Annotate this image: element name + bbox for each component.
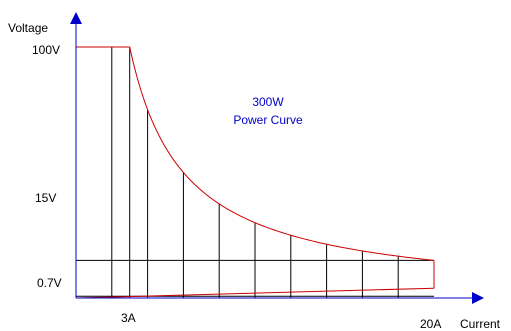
x-tick-label-3a: 3A <box>121 311 136 325</box>
grid-lines <box>76 47 434 298</box>
y-axis-title: Voltage <box>8 21 48 35</box>
y-tick-label-0-7v: 0.7V <box>37 276 62 290</box>
x-axis-arrow <box>472 292 484 304</box>
x-tick-label-20a: 20A <box>420 317 441 331</box>
annotation-300w: 300W <box>252 95 284 109</box>
y-axis-arrow <box>70 12 82 24</box>
x-axis-title: Current <box>460 317 501 331</box>
axes <box>70 12 484 304</box>
y-tick-label-15v: 15V <box>35 191 56 205</box>
power-hyperbola <box>129 46 435 261</box>
annotation-power-curve: Power Curve <box>233 113 303 127</box>
curve-layer <box>75 46 435 299</box>
diode-ramp-line <box>75 287 435 299</box>
y-tick-label-100v: 100V <box>32 43 60 57</box>
